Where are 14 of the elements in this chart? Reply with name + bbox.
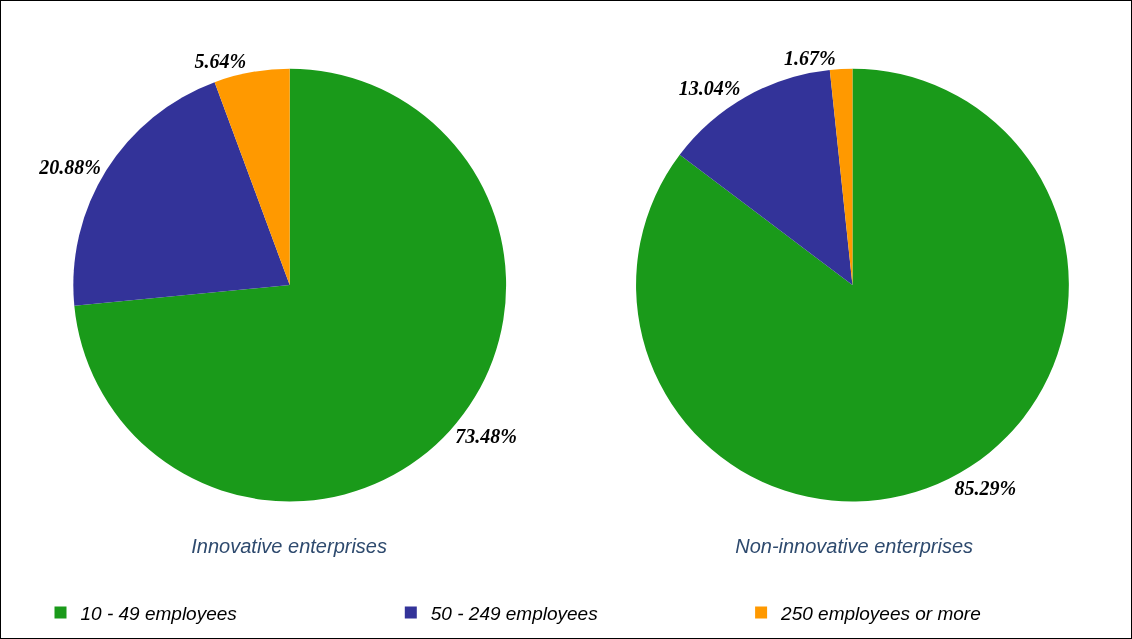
data-label: 20.88%: [38, 155, 101, 178]
legend-label: 10 - 49 employees: [80, 602, 238, 624]
text: Non-innovative enterprises: [735, 534, 974, 557]
data-label: 73.48%: [455, 424, 518, 447]
pie-slice: [679, 69, 853, 286]
data-label: 13.04%: [678, 77, 741, 100]
data-label: 1.67%: [783, 47, 836, 70]
legend-label: 250 employees or more: [780, 602, 981, 624]
text: Innovative enterprises: [191, 534, 387, 557]
pie-slice: [214, 68, 290, 286]
data-label: 5.64%: [194, 50, 247, 73]
legend-label: 50 - 249 employees: [430, 602, 599, 624]
pie-slice: [636, 68, 1069, 502]
data-label: 85.29%: [954, 476, 1017, 499]
